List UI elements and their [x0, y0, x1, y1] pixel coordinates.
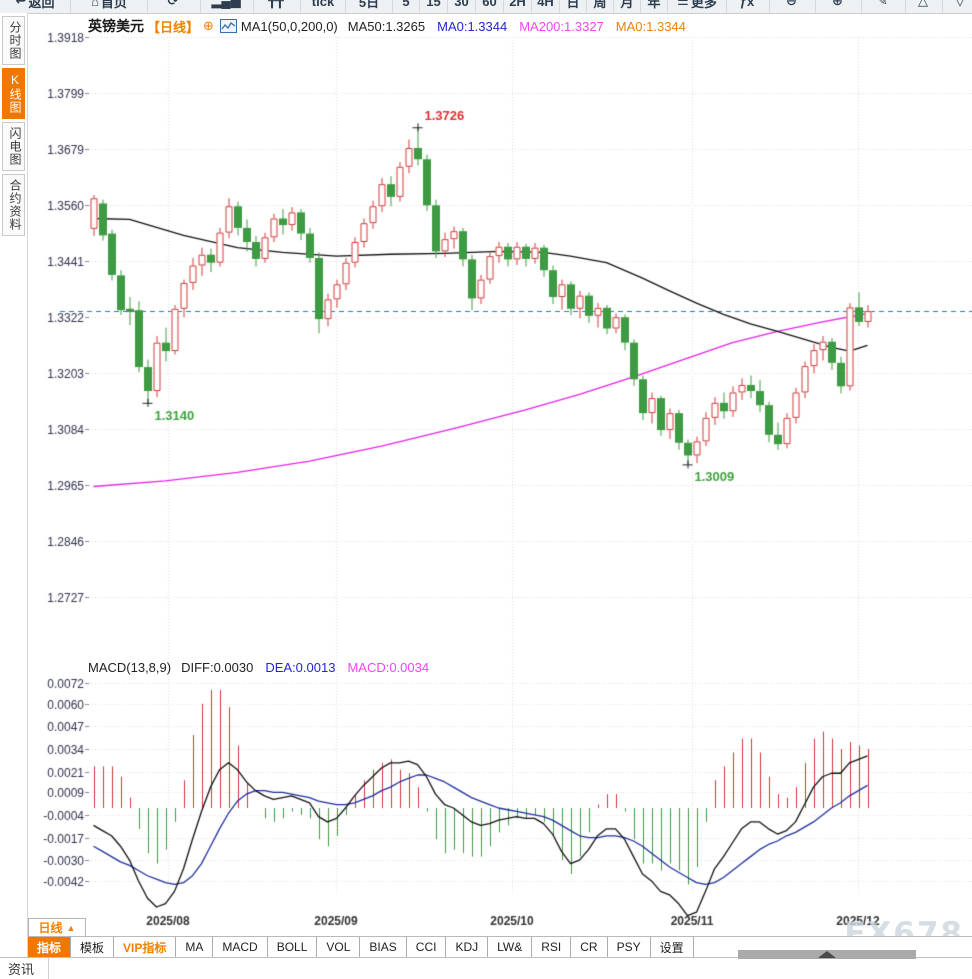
sidebar-item-timeshare-chart[interactable]: 分时图	[2, 16, 25, 65]
tab-设置[interactable]: 设置	[650, 937, 694, 957]
period-selector-label: 日线	[38, 921, 63, 935]
tab-RSI[interactable]: RSI	[532, 937, 572, 957]
period-day-label: 日	[566, 0, 580, 10]
period-4h-button[interactable]: 4H	[532, 0, 560, 13]
bottom-strip: 资讯	[0, 957, 972, 979]
macd-value-0: DIFF:0.0030	[181, 659, 254, 675]
chevron-up-icon: ▲	[66, 922, 76, 933]
symbol-name: 英镑美元	[88, 18, 144, 34]
ma-value-3: MA0:1.3344	[615, 18, 686, 34]
ma-value-0: MA50:1.3265	[347, 18, 426, 34]
indicator-tab-bar: 指标 模板 VIP指标 MA MACD BOLL VOL BIAS CCI KDJ LW& RSI CR…	[27, 936, 972, 958]
period-30m-label: 30	[454, 0, 469, 9]
period-year-label: 年	[647, 0, 661, 10]
sidebar-item-contract-info[interactable]: 合约资料	[2, 174, 25, 236]
period-2h-button[interactable]: 2H	[504, 0, 532, 13]
tick-period-button[interactable]: tick	[301, 0, 346, 13]
line-chart-icon[interactable]	[219, 19, 237, 33]
period-15m-label: 15	[426, 0, 441, 9]
triangle-up-icon: △	[918, 0, 928, 8]
period-year-button[interactable]: 年	[641, 0, 668, 13]
tab-MA[interactable]: MA	[176, 937, 214, 957]
back-icon: ↩	[15, 0, 27, 8]
fx-indicator-icon: ƒx	[739, 0, 755, 9]
more-menu-button[interactable]: ☰ 更多	[668, 0, 727, 13]
period-label: 【日线】	[147, 19, 200, 35]
period-30m-button[interactable]: 30	[448, 0, 476, 13]
zoom-out-button[interactable]: ⊖	[770, 0, 816, 13]
tab-VOL[interactable]: VOL	[317, 937, 361, 957]
triangle-down-button[interactable]: ▽	[943, 0, 972, 13]
ma-value-2: MA200:1.3327	[519, 18, 604, 34]
ma-settings-label: MA1(50,0,200,0)	[240, 18, 338, 34]
home-button[interactable]: ⌂ 首页	[71, 0, 148, 13]
price-chart-canvas[interactable]	[27, 13, 972, 936]
macd-value-1: DEA:0.0013	[265, 659, 336, 675]
period-day-button[interactable]: 日	[560, 0, 587, 13]
period-2h-label: 2H	[509, 0, 526, 9]
fx-indicator-button[interactable]: ƒx	[727, 0, 770, 13]
tab-PSY[interactable]: PSY	[607, 937, 651, 957]
tab-KDJ[interactable]: KDJ	[446, 937, 489, 957]
zoom-in-icon: ⊕	[832, 0, 843, 8]
ma-values: MA50:1.3265 MA0:1.3344 MA200:1.3327 MA0:1.3…	[348, 19, 698, 34]
refresh-button[interactable]: ⟳	[148, 0, 201, 13]
chart-header: 英镑美元 【日线】 ⊕ MA1(50,0,200,0) MA50:1.3265 M…	[88, 17, 698, 35]
sidebar-item-kline-chart[interactable]: K线图	[2, 68, 25, 119]
period-4h-label: 4H	[537, 0, 554, 9]
tab-模板[interactable]: 模板	[71, 937, 115, 957]
period-5m-button[interactable]: 5	[393, 0, 420, 13]
zoom-in-button[interactable]: ⊕	[816, 0, 862, 13]
tab-指标[interactable]: 指标	[27, 937, 72, 957]
period-week-label: 周	[593, 0, 607, 10]
more-menu-label: 更多	[690, 0, 717, 10]
period-selector-button[interactable]: 日线 ▲	[28, 918, 86, 937]
period-15m-button[interactable]: 15	[420, 0, 448, 13]
triangle-up-button[interactable]: △	[906, 0, 943, 13]
back-button[interactable]: ↩ 返回	[0, 0, 71, 13]
tab-VIP指标[interactable]: VIP指标	[114, 937, 177, 957]
more-menu-icon: ☰	[677, 0, 689, 8]
home-icon: ⌂	[91, 0, 99, 9]
draw-tool-button[interactable]: ✎	[862, 0, 906, 13]
zoom-out-icon: ⊖	[786, 0, 797, 8]
macd-header: MACD(13,8,9) DIFF:0.0030 DEA:0.0013 MACD:0…	[88, 659, 441, 675]
triangle-down-icon: ▽	[955, 0, 965, 8]
period-week-button[interactable]: 周	[587, 0, 614, 13]
add-indicator-icon[interactable]: ⊕	[203, 18, 214, 33]
tick-period-label: tick	[311, 0, 335, 9]
period-60m-button[interactable]: 60	[476, 0, 504, 13]
period-5d-label: 5日	[358, 0, 380, 10]
tab-CR[interactable]: CR	[571, 937, 608, 957]
macd-title: MACD(13,8,9)	[88, 659, 172, 675]
macd-values: DIFF:0.0030 DEA:0.0013 MACD:0.0034	[181, 660, 441, 675]
period-month-button[interactable]: 月	[614, 0, 641, 13]
tab-MACD[interactable]: MACD	[213, 937, 268, 957]
tab-LW&[interactable]: LW&	[488, 937, 533, 957]
period-60m-label: 60	[482, 0, 497, 9]
tick-chart-icon: ╂╂	[268, 0, 284, 8]
volume-chart-icon: ▂▄▆	[211, 0, 241, 8]
refresh-icon: ⟳	[167, 0, 179, 8]
volume-chart-button[interactable]: ▂▄▆	[201, 0, 254, 13]
tab-BIAS[interactable]: BIAS	[360, 937, 407, 957]
period-5d-button[interactable]: 5日	[346, 0, 393, 13]
period-5m-label: 5	[402, 0, 410, 9]
ma-value-1: MA0:1.3344	[437, 18, 508, 34]
tick-chart-button[interactable]: ╂╂	[254, 0, 301, 13]
chart-type-sidebar: 分时图 K线图闪电图合约资料	[0, 13, 28, 957]
top-toolbar: ↩ 返回 ⌂ 首页 ⟳ ▂▄▆ ╂╂ tick 5日 5 15 30 60 2H 4H 日周月年 ☰ 更多 ƒx ⊖ ⊕…	[0, 0, 972, 14]
macd-value-2: MACD:0.0034	[347, 659, 430, 675]
triangle-up-icon	[818, 951, 836, 958]
tab-CCI[interactable]: CCI	[406, 937, 447, 957]
draw-tool-icon: ✎	[877, 0, 888, 8]
panel-collapse-handle[interactable]	[738, 950, 916, 959]
home-label: 首页	[100, 0, 127, 10]
tab-BOLL[interactable]: BOLL	[267, 937, 318, 957]
sidebar-item-lightning-chart[interactable]: 闪电图	[2, 122, 25, 171]
back-label: 返回	[28, 0, 55, 10]
news-tab[interactable]: 资讯	[0, 958, 49, 979]
period-month-label: 月	[620, 0, 634, 10]
